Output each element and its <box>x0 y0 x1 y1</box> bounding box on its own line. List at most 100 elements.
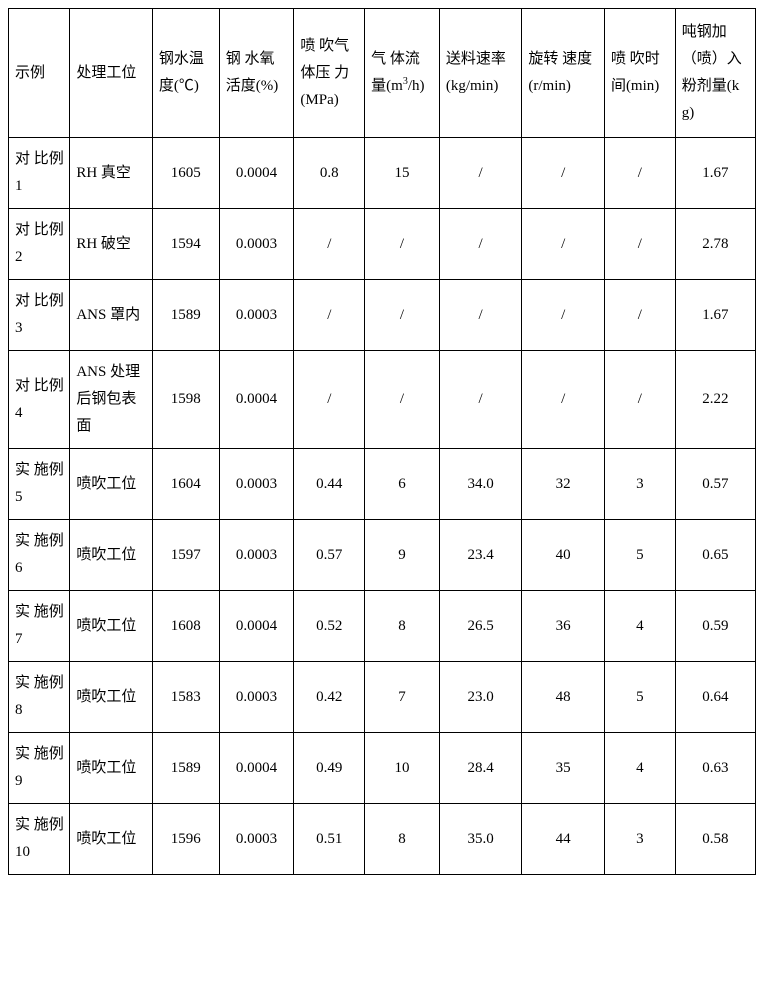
cell-station: 喷吹工位 <box>70 662 153 733</box>
cell-o2: 0.0003 <box>219 449 294 520</box>
cell-station: 喷吹工位 <box>70 591 153 662</box>
cell-rpm: 36 <box>522 591 605 662</box>
table-row: 实 施例 9喷吹工位15890.00040.491028.43540.63 <box>9 733 756 804</box>
cell-powder: 0.65 <box>675 520 755 591</box>
cell-example: 对 比例 3 <box>9 280 70 351</box>
cell-rpm: 44 <box>522 804 605 875</box>
cell-temp: 1598 <box>152 351 219 449</box>
cell-temp: 1596 <box>152 804 219 875</box>
cell-example: 对 比例 1 <box>9 138 70 209</box>
cell-o2: 0.0004 <box>219 138 294 209</box>
cell-pressure: / <box>294 209 365 280</box>
cell-station: RH 破空 <box>70 209 153 280</box>
col-header-o2: 钢 水氧 活度(%) <box>219 9 294 138</box>
cell-rpm: 40 <box>522 520 605 591</box>
table-header: 示例 处理工位 钢水温度(℃) 钢 水氧 活度(%) 喷 吹气 体压 力(MPa… <box>9 9 756 138</box>
cell-flow: 7 <box>365 662 440 733</box>
col-header-example: 示例 <box>9 9 70 138</box>
cell-o2: 0.0003 <box>219 662 294 733</box>
cell-feed: 23.0 <box>439 662 522 733</box>
cell-pressure: / <box>294 351 365 449</box>
cell-powder: 0.58 <box>675 804 755 875</box>
cell-station: 喷吹工位 <box>70 733 153 804</box>
cell-example: 实 施例 8 <box>9 662 70 733</box>
cell-feed: / <box>439 138 522 209</box>
cell-powder: 1.67 <box>675 138 755 209</box>
cell-temp: 1589 <box>152 733 219 804</box>
cell-example: 对 比例 2 <box>9 209 70 280</box>
table-row: 对 比例 3ANS 罩内15890.0003/////1.67 <box>9 280 756 351</box>
cell-example: 实 施例 5 <box>9 449 70 520</box>
table-row: 对 比例 1RH 真空16050.00040.815///1.67 <box>9 138 756 209</box>
cell-flow: 10 <box>365 733 440 804</box>
cell-rpm: 48 <box>522 662 605 733</box>
cell-powder: 0.57 <box>675 449 755 520</box>
cell-rpm: 32 <box>522 449 605 520</box>
cell-rpm: / <box>522 209 605 280</box>
cell-feed: 23.4 <box>439 520 522 591</box>
cell-temp: 1589 <box>152 280 219 351</box>
cell-temp: 1605 <box>152 138 219 209</box>
cell-flow: 6 <box>365 449 440 520</box>
cell-temp: 1604 <box>152 449 219 520</box>
cell-temp: 1597 <box>152 520 219 591</box>
header-row: 示例 处理工位 钢水温度(℃) 钢 水氧 活度(%) 喷 吹气 体压 力(MPa… <box>9 9 756 138</box>
cell-example: 实 施例 9 <box>9 733 70 804</box>
cell-station: ANS 处理后钢包表面 <box>70 351 153 449</box>
cell-pressure: 0.44 <box>294 449 365 520</box>
cell-pressure: 0.52 <box>294 591 365 662</box>
cell-o2: 0.0004 <box>219 733 294 804</box>
cell-station: 喷吹工位 <box>70 804 153 875</box>
cell-temp: 1583 <box>152 662 219 733</box>
cell-pressure: 0.57 <box>294 520 365 591</box>
cell-feed: 28.4 <box>439 733 522 804</box>
col-header-feed: 送料速率(kg/min) <box>439 9 522 138</box>
cell-time: / <box>604 138 675 209</box>
cell-example: 对 比例 4 <box>9 351 70 449</box>
col-header-powder: 吨钢加（喷）入粉剂量(kg) <box>675 9 755 138</box>
cell-time: / <box>604 280 675 351</box>
cell-time: / <box>604 351 675 449</box>
cell-o2: 0.0003 <box>219 209 294 280</box>
cell-o2: 0.0004 <box>219 591 294 662</box>
cell-station: RH 真空 <box>70 138 153 209</box>
cell-feed: / <box>439 280 522 351</box>
cell-temp: 1608 <box>152 591 219 662</box>
page: 示例 处理工位 钢水温度(℃) 钢 水氧 活度(%) 喷 吹气 体压 力(MPa… <box>0 0 764 883</box>
cell-rpm: 35 <box>522 733 605 804</box>
cell-flow: / <box>365 280 440 351</box>
table-row: 对 比例 2RH 破空15940.0003/////2.78 <box>9 209 756 280</box>
cell-example: 实 施例 10 <box>9 804 70 875</box>
table-row: 实 施例 6喷吹工位15970.00030.57923.44050.65 <box>9 520 756 591</box>
cell-feed: 26.5 <box>439 591 522 662</box>
cell-flow: / <box>365 351 440 449</box>
col-header-flow: 气 体流 量(m3/h) <box>365 9 440 138</box>
cell-station: ANS 罩内 <box>70 280 153 351</box>
cell-time: 3 <box>604 449 675 520</box>
cell-powder: 1.67 <box>675 280 755 351</box>
col-header-time: 喷 吹时 间(min) <box>604 9 675 138</box>
cell-o2: 0.0003 <box>219 280 294 351</box>
col-header-temp: 钢水温度(℃) <box>152 9 219 138</box>
col-header-station: 处理工位 <box>70 9 153 138</box>
cell-pressure: 0.49 <box>294 733 365 804</box>
cell-o2: 0.0003 <box>219 804 294 875</box>
table-row: 实 施例 8喷吹工位15830.00030.42723.04850.64 <box>9 662 756 733</box>
cell-feed: / <box>439 209 522 280</box>
cell-o2: 0.0003 <box>219 520 294 591</box>
cell-time: 4 <box>604 591 675 662</box>
cell-powder: 0.64 <box>675 662 755 733</box>
cell-feed: 35.0 <box>439 804 522 875</box>
cell-powder: 0.63 <box>675 733 755 804</box>
cell-example: 实 施例 7 <box>9 591 70 662</box>
cell-feed: 34.0 <box>439 449 522 520</box>
table-row: 实 施例 7喷吹工位16080.00040.52826.53640.59 <box>9 591 756 662</box>
cell-feed: / <box>439 351 522 449</box>
table-row: 实 施例 5喷吹工位16040.00030.44634.03230.57 <box>9 449 756 520</box>
cell-powder: 2.78 <box>675 209 755 280</box>
cell-rpm: / <box>522 351 605 449</box>
cell-time: / <box>604 209 675 280</box>
data-table: 示例 处理工位 钢水温度(℃) 钢 水氧 活度(%) 喷 吹气 体压 力(MPa… <box>8 8 756 875</box>
cell-example: 实 施例 6 <box>9 520 70 591</box>
cell-pressure: 0.8 <box>294 138 365 209</box>
